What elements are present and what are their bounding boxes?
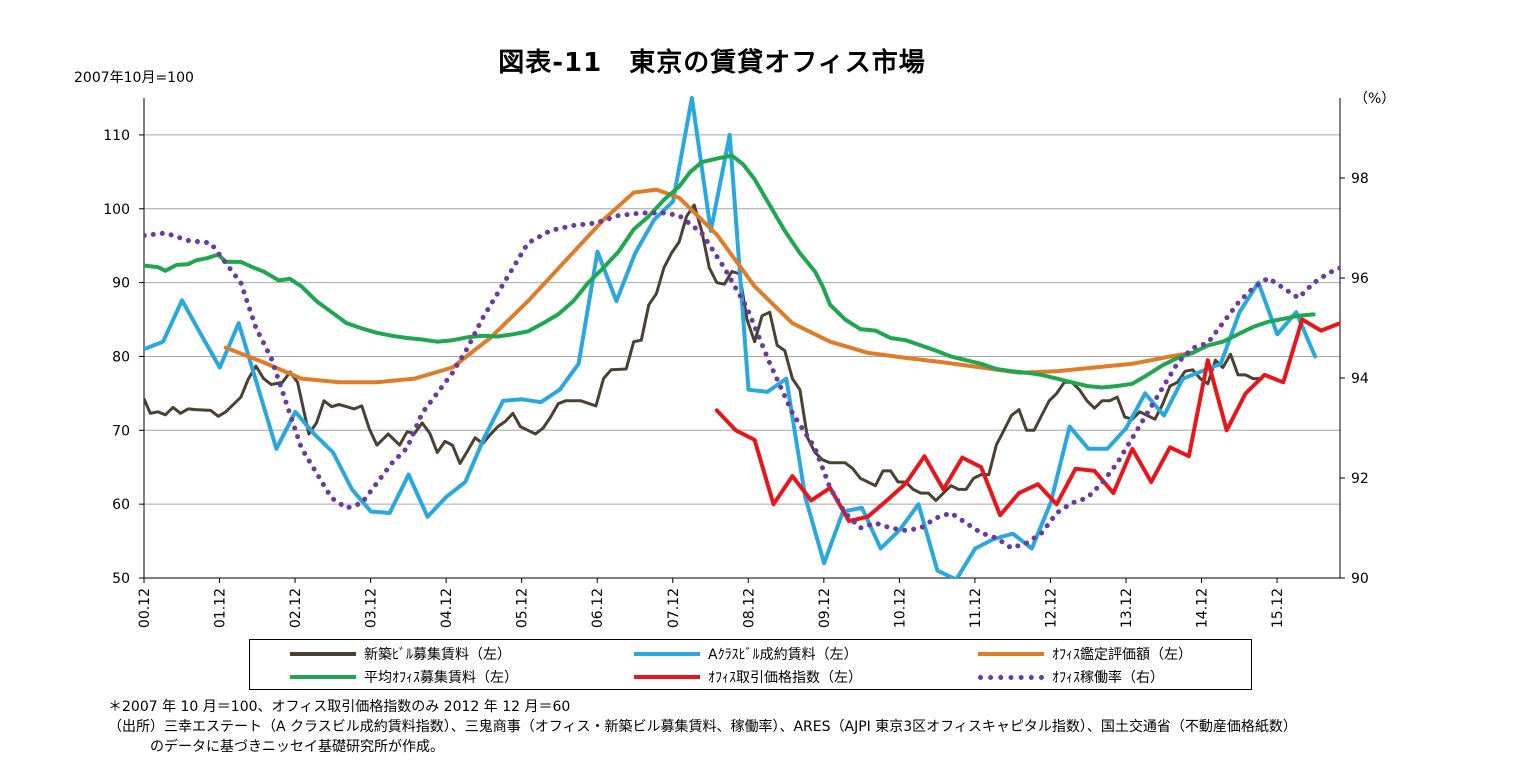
legend-swatch xyxy=(290,652,356,656)
y-right-tick-label: 92 xyxy=(1351,471,1369,487)
legend-label: 新築ﾋﾞﾙ募集賃料（左） xyxy=(364,647,511,663)
axes: 50 60 70 80 90 100 110 90 92 94 96 98 00.12 01.12 02.1… xyxy=(103,98,1369,628)
y-left-tick-label: 80 xyxy=(112,349,130,365)
y-left-tick-label: 90 xyxy=(112,276,130,292)
notes: ＊2007 年 10 月＝100、オフィス取引価格指数のみ 2012 年 12 … xyxy=(108,697,1297,757)
x-tick-label: 15.12 xyxy=(1270,588,1286,628)
x-tick-label: 02.12 xyxy=(288,588,304,628)
legend-item: ｵﾌｨｽ稼働率（右） xyxy=(978,666,1164,688)
x-tick-label: 08.12 xyxy=(741,588,757,628)
y-right-tick-label: 96 xyxy=(1351,271,1369,287)
series-lines xyxy=(144,96,1340,578)
source-line: （出所）三幸エステート（A クラスビル成約賃料指数）、三鬼商事（オフィス・新築ビ… xyxy=(108,719,1297,735)
legend-item: 新築ﾋﾞﾙ募集賃料（左） xyxy=(290,643,511,665)
x-tick-label: 09.12 xyxy=(817,588,833,628)
y-right-tick-label: 98 xyxy=(1351,171,1369,187)
x-tick-label: 14.12 xyxy=(1195,588,1211,628)
x-tick-label: 07.12 xyxy=(666,588,682,628)
series-line-1 xyxy=(144,96,1318,578)
x-tick-label: 11.12 xyxy=(968,588,984,628)
legend-swatch xyxy=(290,675,356,679)
note-line: ＊2007 年 10 月＝100、オフィス取引価格指数のみ 2012 年 12 … xyxy=(108,699,571,715)
x-tick-label: 10.12 xyxy=(892,588,908,628)
y-left-tick-label: 60 xyxy=(112,497,130,513)
legend-swatch xyxy=(634,652,700,656)
legend-label: Aｸﾗｽﾋﾞﾙ成約賃料（左） xyxy=(708,647,858,663)
legend-label: ｵﾌｨｽ稼働率（右） xyxy=(1052,670,1164,686)
y-left-tick-label: 100 xyxy=(103,202,130,218)
x-tick-label: 00.12 xyxy=(137,588,153,628)
legend-swatch xyxy=(978,674,1044,680)
series-line-2 xyxy=(223,187,1195,385)
series-line-4 xyxy=(714,317,1340,524)
legend-label: ｵﾌｨｽ鑑定評価額（左） xyxy=(1052,647,1192,663)
legend-item: ｵﾌｨｽ鑑定評価額（左） xyxy=(978,643,1192,665)
x-tick-label: 13.12 xyxy=(1119,588,1135,628)
series-line-0 xyxy=(144,203,1263,502)
legend-label: 平均ｵﾌｨｽ募集賃料（左） xyxy=(364,670,518,686)
legend-swatch xyxy=(978,652,1044,656)
y-left-tick-label: 110 xyxy=(103,128,130,144)
y-left-tick-label: 70 xyxy=(112,423,130,439)
source-line-cont: のデータに基づきニッセイ基礎研究所が作成。 xyxy=(108,739,444,755)
x-tick-label: 04.12 xyxy=(439,588,455,628)
series-line-5 xyxy=(144,210,1340,551)
chart-title: 図表-11 東京の賃貸オフィス市場 xyxy=(498,48,926,78)
x-tick-label: 06.12 xyxy=(590,588,606,628)
x-tick-label: 05.12 xyxy=(515,588,531,628)
y-right-tick-label: 94 xyxy=(1351,371,1369,387)
legend-label: ｵﾌｨｽ取引価格指数（左） xyxy=(708,670,862,686)
left-axis-unit: 2007年10月=100 xyxy=(74,70,194,86)
x-tick-label: 01.12 xyxy=(213,588,229,628)
right-axis-unit: （%） xyxy=(1354,91,1396,107)
legend: 新築ﾋﾞﾙ募集賃料（左） Aｸﾗｽﾋﾞﾙ成約賃料（左） ｵﾌｨｽ鑑定評価額（左） 平均… xyxy=(249,639,1252,690)
line-chart: 50 60 70 80 90 100 110 90 92 94 96 98 00.12 01.12 02.1… xyxy=(103,96,1369,628)
series-line-3 xyxy=(144,153,1316,390)
legend-item: Aｸﾗｽﾋﾞﾙ成約賃料（左） xyxy=(634,643,858,665)
legend-item: ｵﾌｨｽ取引価格指数（左） xyxy=(634,666,862,688)
y-left-tick-label: 50 xyxy=(112,571,130,587)
legend-item: 平均ｵﾌｨｽ募集賃料（左） xyxy=(290,666,518,688)
y-right-tick-label: 90 xyxy=(1351,571,1369,587)
legend-swatch xyxy=(634,675,700,679)
x-tick-label: 12.12 xyxy=(1043,588,1059,628)
x-tick-label: 03.12 xyxy=(364,588,380,628)
